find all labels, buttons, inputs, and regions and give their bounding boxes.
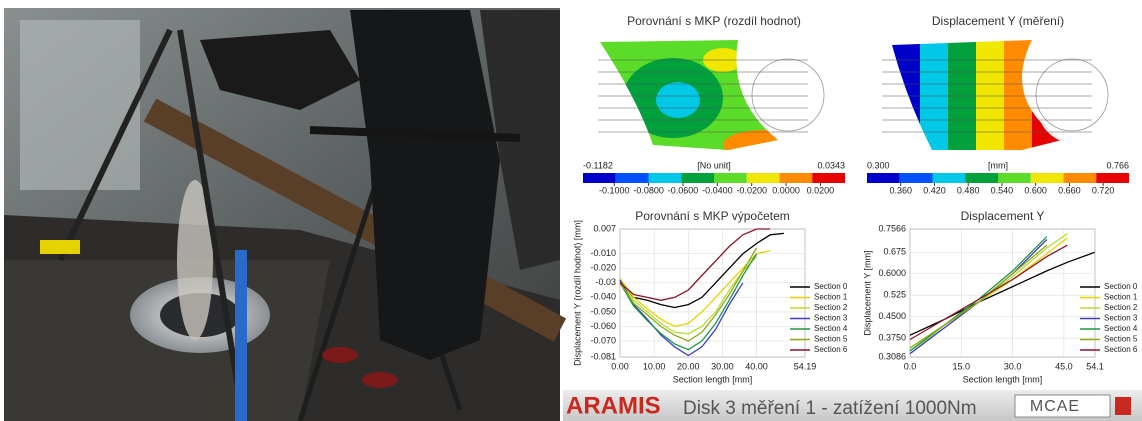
colorbar-tick-label: 0.0200: [807, 185, 835, 195]
colorbar-tick-label: -0.0200: [736, 185, 767, 195]
colorbar-swatch: [583, 173, 616, 183]
y-tick-label: -0.03: [595, 277, 616, 287]
colorbar-tick-label: 0.540: [991, 185, 1014, 195]
x-tick-label: 0.00: [611, 361, 629, 371]
logo-mark: [1115, 397, 1131, 415]
logo: MCAE: [1030, 398, 1080, 415]
map-title: Porovnání s MKP (rozdíl hodnot): [627, 14, 801, 28]
colorbar-swatch: [1064, 173, 1097, 183]
colorbar-tick-label: -0.1000: [599, 185, 630, 195]
x-tick-label: 15.0: [953, 361, 971, 371]
x-tick-label: 0.0: [904, 361, 917, 371]
legend-label: Section 5: [814, 335, 848, 344]
legend-label: Section 4: [1104, 324, 1138, 333]
map-region: [656, 82, 700, 118]
y-tick-label: 0.3750: [878, 332, 906, 342]
colorbar-swatch: [933, 173, 966, 183]
x-tick-label: 45.0: [1055, 361, 1073, 371]
colorbar-tick-label: 0.0000: [772, 185, 800, 195]
colorbar-unit: [No unit]: [697, 160, 731, 170]
x-tick-label: 54.19: [794, 361, 817, 371]
x-tick-label: 40.00: [745, 361, 768, 371]
colorbar-swatch: [965, 173, 998, 183]
y-tick-label: 0.7566: [878, 223, 906, 233]
y-tick-label: -0.050: [590, 306, 616, 316]
caption: Disk 3 měření 1 - zatížení 1000Nm: [683, 398, 977, 419]
colorbar-swatch: [900, 173, 933, 183]
colorbar-swatch: [1031, 173, 1064, 183]
brand: ARAMIS: [566, 392, 661, 419]
y-tick-label: 0.525: [883, 290, 906, 300]
colorbar-tick-label: -0.0400: [702, 185, 733, 195]
colorbar-max: 0.766: [1106, 160, 1129, 170]
y-tick-label: -0.060: [590, 321, 616, 331]
y-tick-label: 0.675: [883, 247, 906, 257]
chart-title: Displacement Y: [961, 209, 1045, 223]
legend-label: Section 1: [814, 293, 848, 302]
legend-label: Section 3: [1104, 314, 1138, 323]
y-tick-label: 0.3086: [878, 351, 906, 361]
legend-label: Section 6: [814, 345, 848, 354]
y-tick-label: -0.070: [590, 335, 616, 345]
colorbar-tick-label: 0.720: [1092, 185, 1115, 195]
colorbar-tick-label: 0.600: [1024, 185, 1047, 195]
colorbar-swatch: [681, 173, 714, 183]
colorbar-swatch: [1096, 173, 1129, 183]
y-tick-label: 0.007: [593, 223, 616, 233]
colorbar-swatch: [616, 173, 649, 183]
legend-label: Section 3: [814, 314, 848, 323]
colorbar-swatch: [714, 173, 747, 183]
colorbar-tick-label: -0.0800: [633, 185, 664, 195]
x-tick-label: 10.00: [643, 361, 666, 371]
y-tick-label: -0.040: [590, 292, 616, 302]
colorbar-swatch: [998, 173, 1031, 183]
y-axis-label: Displacement Y [mm]: [862, 250, 872, 335]
colorbar-tick-label: 0.360: [889, 185, 912, 195]
photo: [4, 8, 560, 421]
map-region: [976, 38, 1004, 158]
legend-label: Section 1: [1104, 293, 1138, 302]
y-tick-label: -0.010: [590, 248, 616, 258]
colorbar-swatch: [649, 173, 682, 183]
colorbar-swatch: [812, 173, 845, 183]
page: ARAMIS Disk 3 měření 1 - zatížení 1000Nm…: [0, 0, 1142, 421]
y-tick-label: -0.081: [590, 351, 616, 361]
x-tick-label: 30.00: [711, 361, 734, 371]
colorbar-max: 0.0343: [817, 160, 845, 170]
x-tick-label: 54.1: [1086, 361, 1104, 371]
y-axis-label: Displacement Y (rozdíl hodnot) [mm]: [572, 220, 582, 366]
y-tick-label: 0.4500: [878, 311, 906, 321]
colorbar-unit: [mm]: [988, 160, 1008, 170]
map-region: [948, 38, 976, 158]
legend-label: Section 0: [814, 282, 848, 291]
colorbar-swatch: [867, 173, 900, 183]
y-tick-label: 0.6000: [878, 268, 906, 278]
x-axis-label: Section length [mm]: [673, 374, 753, 384]
x-axis-label: Section length [mm]: [963, 374, 1043, 384]
colorbar-tick-label: 0.660: [1058, 185, 1081, 195]
x-tick-label: 20.00: [677, 361, 700, 371]
chart-title: Porovnání s MKP výpočetem: [635, 209, 790, 223]
legend-label: Section 2: [814, 303, 848, 312]
y-tick-label: -0.020: [590, 263, 616, 273]
colorbar-min: -0.1182: [583, 160, 613, 170]
colorbar-tick-label: -0.0600: [668, 185, 699, 195]
colorbar-min: 0.300: [867, 160, 890, 170]
legend-label: Section 4: [814, 324, 848, 333]
colorbar-swatch: [780, 173, 813, 183]
x-tick-label: 30.0: [1004, 361, 1022, 371]
map-title: Displacement Y (měření): [932, 14, 1064, 28]
legend-label: Section 5: [1104, 335, 1138, 344]
legend-label: Section 6: [1104, 345, 1138, 354]
colorbar-tick-label: 0.480: [957, 185, 980, 195]
legend-label: Section 0: [1104, 282, 1138, 291]
legend-label: Section 2: [1104, 303, 1138, 312]
colorbar-swatch: [747, 173, 780, 183]
colorbar-tick-label: 0.420: [923, 185, 946, 195]
